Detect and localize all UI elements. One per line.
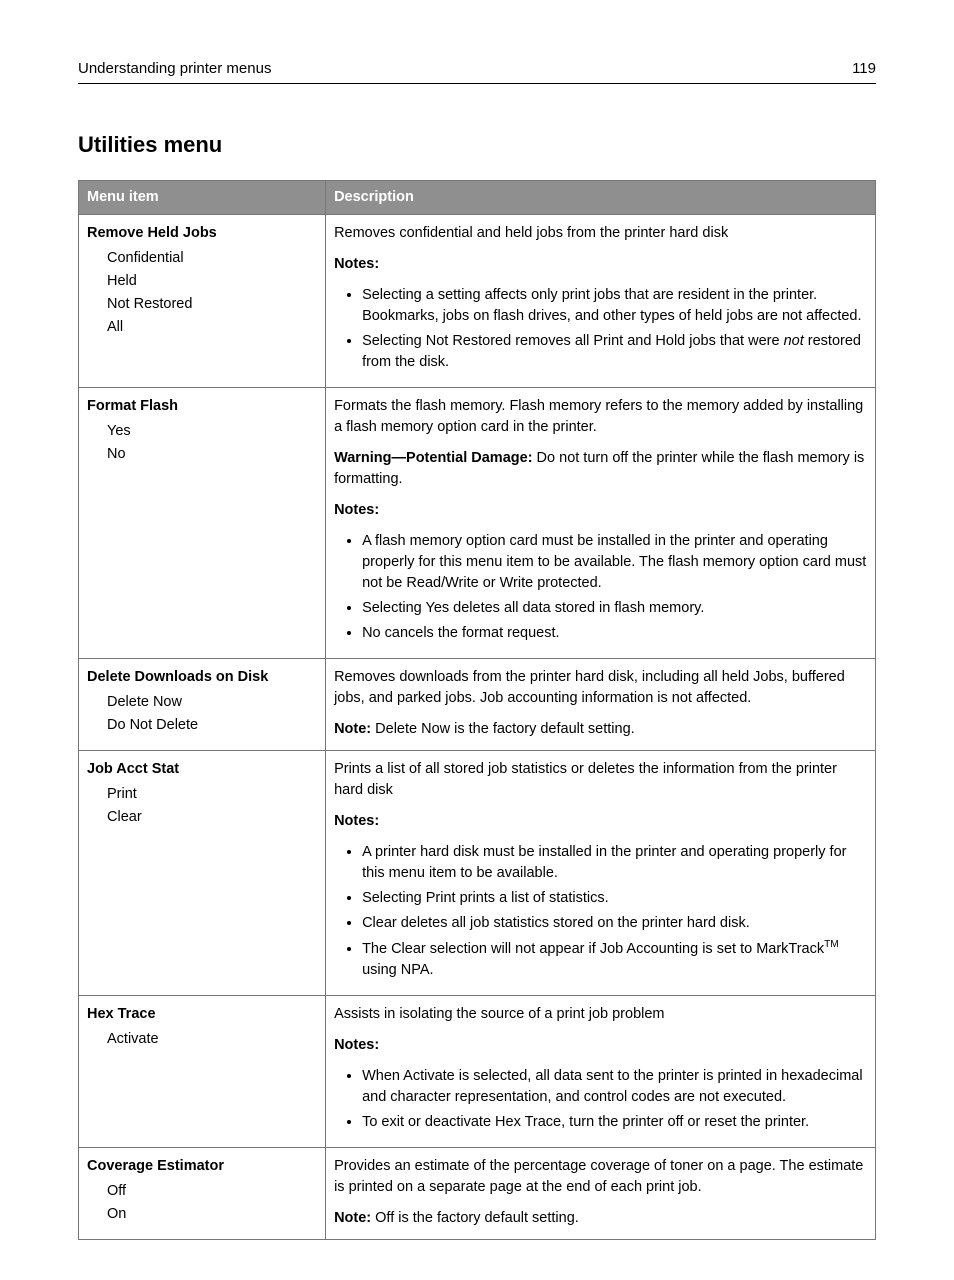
description-cell: Formats the flash memory. Flash memory r… [326,388,876,659]
note-text: Note: Delete Now is the factory default … [334,719,867,740]
description-text: Removes downloads from the printer hard … [334,667,867,709]
table-row: Hex Trace Activate Assists in isolating … [79,996,876,1148]
menu-item-options: Delete Now Do Not Delete [87,692,317,736]
warning-text: Warning—Potential Damage: Do not turn of… [334,448,867,490]
notes-list: A printer hard disk must be installed in… [334,842,867,981]
utilities-table: Menu item Description Remove Held Jobs C… [78,180,876,1240]
page-container: Understanding printer menus 119 Utilitie… [0,0,954,1280]
menu-option: Clear [107,807,317,828]
description-cell: Prints a list of all stored job statisti… [326,751,876,996]
menu-item-cell: Hex Trace Activate [79,996,326,1148]
note-item: A flash memory option card must be insta… [362,531,867,594]
note-label: Note: [334,1210,371,1226]
menu-item-title: Job Acct Stat [87,759,317,780]
menu-option: No [107,444,317,465]
menu-item-cell: Remove Held Jobs Confidential Held Not R… [79,215,326,388]
description-cell: Removes confidential and held jobs from … [326,215,876,388]
table-header-row: Menu item Description [79,181,876,215]
menu-item-title: Hex Trace [87,1004,317,1025]
note-item: A printer hard disk must be installed in… [362,842,867,884]
notes-label: Notes: [334,811,867,832]
note-item: The Clear selection will not appear if J… [362,938,867,981]
menu-item-title: Delete Downloads on Disk [87,667,317,688]
description-text: Removes confidential and held jobs from … [334,223,867,244]
menu-option: Print [107,784,317,805]
menu-option: Delete Now [107,692,317,713]
menu-item-options: Confidential Held Not Restored All [87,248,317,338]
description-text: Prints a list of all stored job statisti… [334,759,867,801]
description-text: Provides an estimate of the percentage c… [334,1156,867,1198]
description-text: Assists in isolating the source of a pri… [334,1004,867,1025]
note-item: Clear deletes all job statistics stored … [362,913,867,934]
description-text: Formats the flash memory. Flash memory r… [334,396,867,438]
note-body: Delete Now is the factory default settin… [371,721,635,737]
trademark-symbol: TM [824,939,839,950]
menu-item-options: Activate [87,1029,317,1050]
menu-item-options: Print Clear [87,784,317,828]
note-text: using NPA. [362,962,433,978]
note-item: When Activate is selected, all data sent… [362,1066,867,1108]
note-item: To exit or deactivate Hex Trace, turn th… [362,1112,867,1133]
notes-list: Selecting a setting affects only print j… [334,285,867,373]
menu-option: Not Restored [107,294,317,315]
menu-option: Do Not Delete [107,715,317,736]
menu-item-title: Coverage Estimator [87,1156,317,1177]
menu-item-cell: Delete Downloads on Disk Delete Now Do N… [79,659,326,751]
note-item: Selecting Not Restored removes all Print… [362,331,867,373]
menu-item-cell: Format Flash Yes No [79,388,326,659]
table-row: Remove Held Jobs Confidential Held Not R… [79,215,876,388]
menu-option: All [107,317,317,338]
notes-label: Notes: [334,254,867,275]
notes-list: When Activate is selected, all data sent… [334,1066,867,1133]
note-item: Selecting a setting affects only print j… [362,285,867,327]
table-row: Coverage Estimator Off On Provides an es… [79,1148,876,1240]
header-title: Understanding printer menus [78,60,271,77]
menu-option: On [107,1204,317,1225]
note-em: not [784,333,804,349]
note-body: Off is the factory default setting. [371,1210,579,1226]
menu-option: Off [107,1181,317,1202]
notes-list: A flash memory option card must be insta… [334,531,867,644]
running-header: Understanding printer menus 119 [78,60,876,84]
header-page-number: 119 [852,60,876,77]
menu-item-title: Remove Held Jobs [87,223,317,244]
description-cell: Removes downloads from the printer hard … [326,659,876,751]
table-row: Delete Downloads on Disk Delete Now Do N… [79,659,876,751]
note-item: Selecting Print prints a list of statist… [362,888,867,909]
menu-item-options: Off On [87,1181,317,1225]
notes-label: Notes: [334,500,867,521]
note-text: Selecting Not Restored removes all Print… [362,333,784,349]
table-row: Format Flash Yes No Formats the flash me… [79,388,876,659]
description-cell: Assists in isolating the source of a pri… [326,996,876,1148]
section-title: Utilities menu [78,132,876,158]
menu-item-cell: Coverage Estimator Off On [79,1148,326,1240]
menu-option: Held [107,271,317,292]
menu-item-options: Yes No [87,421,317,465]
menu-option: Yes [107,421,317,442]
note-text: Note: Off is the factory default setting… [334,1208,867,1229]
menu-option: Confidential [107,248,317,269]
menu-item-title: Format Flash [87,396,317,417]
notes-label: Notes: [334,1035,867,1056]
menu-option: Activate [107,1029,317,1050]
note-label: Note: [334,721,371,737]
warning-label: Warning—Potential Damage: [334,450,532,466]
note-item: No cancels the format request. [362,623,867,644]
col-header-description: Description [326,181,876,215]
note-text: The Clear selection will not appear if J… [362,941,824,957]
note-item: Selecting Yes deletes all data stored in… [362,598,867,619]
col-header-menu-item: Menu item [79,181,326,215]
menu-item-cell: Job Acct Stat Print Clear [79,751,326,996]
description-cell: Provides an estimate of the percentage c… [326,1148,876,1240]
table-row: Job Acct Stat Print Clear Prints a list … [79,751,876,996]
